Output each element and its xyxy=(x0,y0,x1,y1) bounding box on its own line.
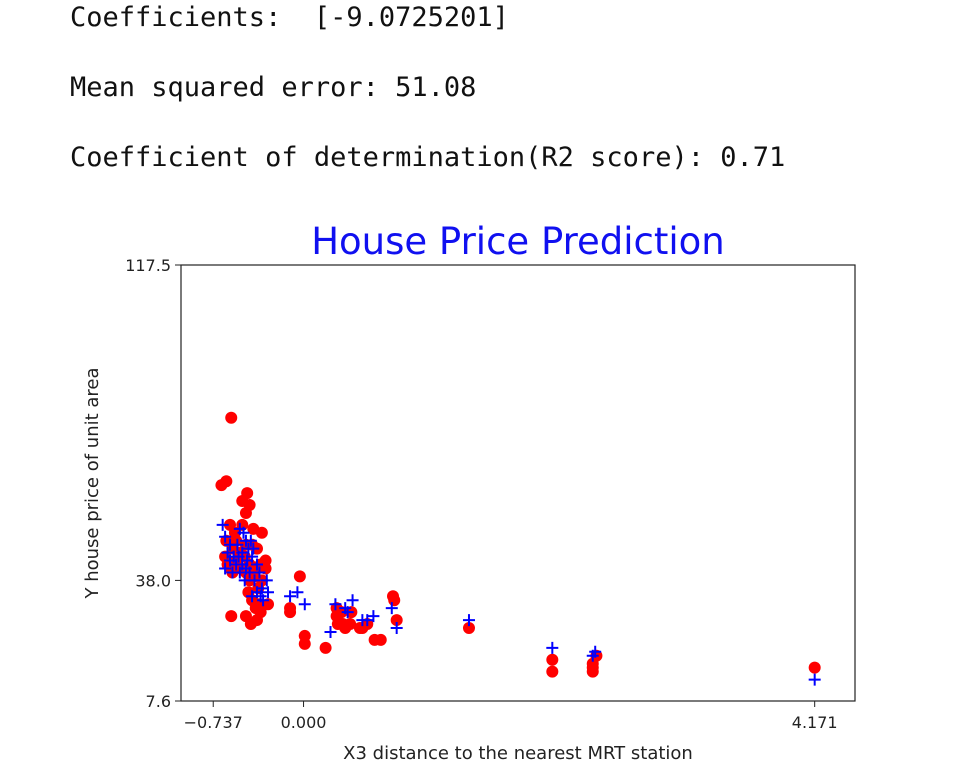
y-tick-label: 7.6 xyxy=(146,692,171,711)
predicted-point xyxy=(237,526,250,539)
actual-point xyxy=(239,506,252,519)
predicted-point xyxy=(247,542,260,555)
chart-title: House Price Prediction xyxy=(311,220,725,263)
predicted-point xyxy=(808,673,821,686)
x-tick-label: 0.000 xyxy=(281,713,327,732)
actual-point xyxy=(293,570,306,583)
predicted-point xyxy=(329,598,342,611)
coefficients-output: Coefficients: [-9.0725201] xyxy=(70,2,509,33)
predicted-point xyxy=(219,562,232,575)
points-layer xyxy=(215,411,821,686)
predicted-point xyxy=(341,606,354,619)
predicted-point xyxy=(546,641,559,654)
actual-point xyxy=(241,487,254,500)
predicted-point xyxy=(291,586,304,599)
predicted-point xyxy=(385,602,398,615)
predicted-point xyxy=(219,530,232,543)
actual-point xyxy=(374,633,387,646)
actual-point xyxy=(225,610,238,623)
predicted-point xyxy=(231,538,244,551)
predicted-point xyxy=(253,566,266,579)
predicted-point xyxy=(284,590,297,603)
actual-point xyxy=(244,618,257,631)
actual-point xyxy=(298,637,311,650)
predicted-point xyxy=(262,586,275,599)
predicted-point xyxy=(246,550,259,563)
predicted-point xyxy=(260,574,273,587)
predicted-point xyxy=(221,546,234,559)
predicted-point xyxy=(589,645,602,658)
x-axis-label: X3 distance to the nearest MRT station xyxy=(343,743,693,764)
actual-point xyxy=(220,475,233,488)
plot-frame xyxy=(180,264,856,702)
predicted-point xyxy=(257,594,270,607)
predicted-point xyxy=(216,518,229,531)
actual-point xyxy=(586,665,599,678)
predicted-point xyxy=(390,622,403,635)
r2-output: Coefficient of determination(R2 score): … xyxy=(70,142,786,173)
actual-point xyxy=(462,622,475,635)
predicted-point xyxy=(361,614,374,627)
predicted-point xyxy=(462,614,475,627)
y-axis-label: Y house price of unit area xyxy=(82,367,103,599)
y-tick-label: 117.5 xyxy=(125,256,171,275)
ticks-layer: −0.737 0.000 4.171 7.6 38.0 117.5 xyxy=(125,256,837,732)
predicted-point xyxy=(346,594,359,607)
x-tick-label: −0.737 xyxy=(184,713,243,732)
predicted-point xyxy=(324,625,337,638)
predicted-point xyxy=(250,558,263,571)
actual-point xyxy=(546,653,559,666)
x-tick-label: 4.171 xyxy=(792,713,838,732)
predicted-point xyxy=(298,598,311,611)
predicted-point xyxy=(238,574,251,587)
actual-point xyxy=(284,606,297,619)
y-tick-label: 38.0 xyxy=(135,571,171,590)
predicted-point xyxy=(244,534,257,547)
predicted-point xyxy=(224,554,237,567)
actual-point xyxy=(339,622,352,635)
predicted-point xyxy=(367,610,380,623)
actual-point xyxy=(225,411,238,424)
actual-point xyxy=(319,641,332,654)
mse-output: Mean squared error: 51.08 xyxy=(70,72,477,103)
actual-point xyxy=(388,594,401,607)
actual-point xyxy=(255,526,268,539)
actual-point xyxy=(546,665,559,678)
actual-point xyxy=(808,661,821,674)
actual-point xyxy=(390,614,403,627)
predicted-point xyxy=(236,546,249,559)
